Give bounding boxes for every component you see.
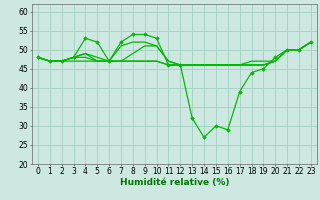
X-axis label: Humidité relative (%): Humidité relative (%) (120, 178, 229, 187)
